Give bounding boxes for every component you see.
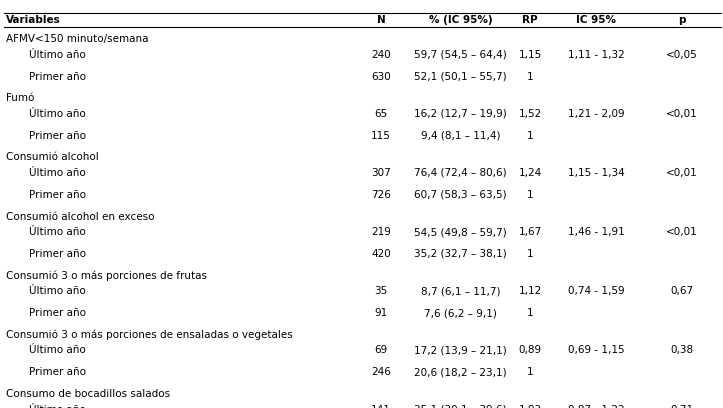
Text: Primer año: Primer año [29, 308, 86, 318]
Text: <0,01: <0,01 [666, 227, 698, 237]
Text: 1: 1 [526, 131, 534, 141]
Text: 1: 1 [526, 249, 534, 259]
Text: Primer año: Primer año [29, 131, 86, 141]
Text: 0,71: 0,71 [670, 405, 693, 408]
Text: 0,69 - 1,15: 0,69 - 1,15 [568, 346, 625, 355]
Text: Último año: Último año [29, 286, 85, 296]
Text: 1,21 - 2,09: 1,21 - 2,09 [568, 109, 625, 119]
Text: 76,4 (72,4 – 80,6): 76,4 (72,4 – 80,6) [414, 168, 507, 178]
Text: Variables: Variables [6, 15, 61, 25]
Text: Último año: Último año [29, 50, 85, 60]
Text: Último año: Último año [29, 168, 85, 178]
Text: 16,2 (12,7 – 19,9): 16,2 (12,7 – 19,9) [414, 109, 507, 119]
Text: 420: 420 [371, 249, 391, 259]
Text: 240: 240 [371, 50, 391, 60]
Text: 0,67: 0,67 [670, 286, 693, 296]
Text: Consumo de bocadillos salados: Consumo de bocadillos salados [6, 389, 170, 399]
Text: 0,38: 0,38 [670, 346, 693, 355]
Text: % (IC 95%): % (IC 95%) [429, 15, 492, 25]
Text: Consumió 3 o más porciones de ensaladas o vegetales: Consumió 3 o más porciones de ensaladas … [6, 330, 293, 340]
Text: 141: 141 [371, 405, 391, 408]
Text: <0,01: <0,01 [666, 109, 698, 119]
Text: 65: 65 [375, 109, 388, 119]
Text: 1,15 - 1,34: 1,15 - 1,34 [568, 168, 625, 178]
Text: 35,1 (30,1 – 39,6): 35,1 (30,1 – 39,6) [414, 405, 507, 408]
Text: 1,67: 1,67 [518, 227, 542, 237]
Text: 60,7 (58,3 – 63,5): 60,7 (58,3 – 63,5) [414, 190, 507, 200]
Text: 726: 726 [371, 190, 391, 200]
Text: 1: 1 [526, 190, 534, 200]
Text: 59,7 (54,5 – 64,4): 59,7 (54,5 – 64,4) [414, 50, 507, 60]
Text: 1,46 - 1,91: 1,46 - 1,91 [568, 227, 625, 237]
Text: 307: 307 [371, 168, 391, 178]
Text: 115: 115 [371, 131, 391, 141]
Text: Consumió 3 o más porciones de frutas: Consumió 3 o más porciones de frutas [6, 271, 207, 281]
Text: Consumió alcohol en exceso: Consumió alcohol en exceso [6, 212, 154, 222]
Text: Primer año: Primer año [29, 71, 86, 82]
Text: 20,6 (18,2 – 23,1): 20,6 (18,2 – 23,1) [414, 367, 507, 377]
Text: 8,7 (6,1 – 11,7): 8,7 (6,1 – 11,7) [421, 286, 500, 296]
Text: 35,2 (32,7 – 38,1): 35,2 (32,7 – 38,1) [414, 249, 507, 259]
Text: Último año: Último año [29, 405, 85, 408]
Text: 0,87 - 1,22: 0,87 - 1,22 [568, 405, 625, 408]
Text: 1,52: 1,52 [518, 109, 542, 119]
Text: 1,11 - 1,32: 1,11 - 1,32 [568, 50, 625, 60]
Text: 54,5 (49,8 – 59,7): 54,5 (49,8 – 59,7) [414, 227, 507, 237]
Text: <0,05: <0,05 [666, 50, 698, 60]
Text: 630: 630 [371, 71, 391, 82]
Text: 1: 1 [526, 367, 534, 377]
Text: RP: RP [522, 15, 538, 25]
Text: 0,74 - 1,59: 0,74 - 1,59 [568, 286, 625, 296]
Text: 35: 35 [375, 286, 388, 296]
Text: 1: 1 [526, 71, 534, 82]
Text: 17,2 (13,9 – 21,1): 17,2 (13,9 – 21,1) [414, 346, 507, 355]
Text: 91: 91 [375, 308, 388, 318]
Text: 246: 246 [371, 367, 391, 377]
Text: 7,6 (6,2 – 9,1): 7,6 (6,2 – 9,1) [424, 308, 497, 318]
Text: 69: 69 [375, 346, 388, 355]
Text: Consumió alcohol: Consumió alcohol [6, 153, 98, 162]
Text: Fumó: Fumó [6, 93, 34, 103]
Text: N: N [377, 15, 385, 25]
Text: 1,12: 1,12 [518, 286, 542, 296]
Text: 1,03: 1,03 [518, 405, 542, 408]
Text: 1,24: 1,24 [518, 168, 542, 178]
Text: 219: 219 [371, 227, 391, 237]
Text: Último año: Último año [29, 227, 85, 237]
Text: Último año: Último año [29, 109, 85, 119]
Text: <0,01: <0,01 [666, 168, 698, 178]
Text: Primer año: Primer año [29, 367, 86, 377]
Text: 1,15: 1,15 [518, 50, 542, 60]
Text: 1: 1 [526, 308, 534, 318]
Text: Primer año: Primer año [29, 249, 86, 259]
Text: IC 95%: IC 95% [576, 15, 617, 25]
Text: 9,4 (8,1 – 11,4): 9,4 (8,1 – 11,4) [421, 131, 500, 141]
Text: 52,1 (50,1 – 55,7): 52,1 (50,1 – 55,7) [414, 71, 507, 82]
Text: Primer año: Primer año [29, 190, 86, 200]
Text: p: p [678, 15, 685, 25]
Text: Último año: Último año [29, 346, 85, 355]
Text: 0,89: 0,89 [518, 346, 542, 355]
Text: AFMV<150 minuto/semana: AFMV<150 minuto/semana [6, 34, 148, 44]
